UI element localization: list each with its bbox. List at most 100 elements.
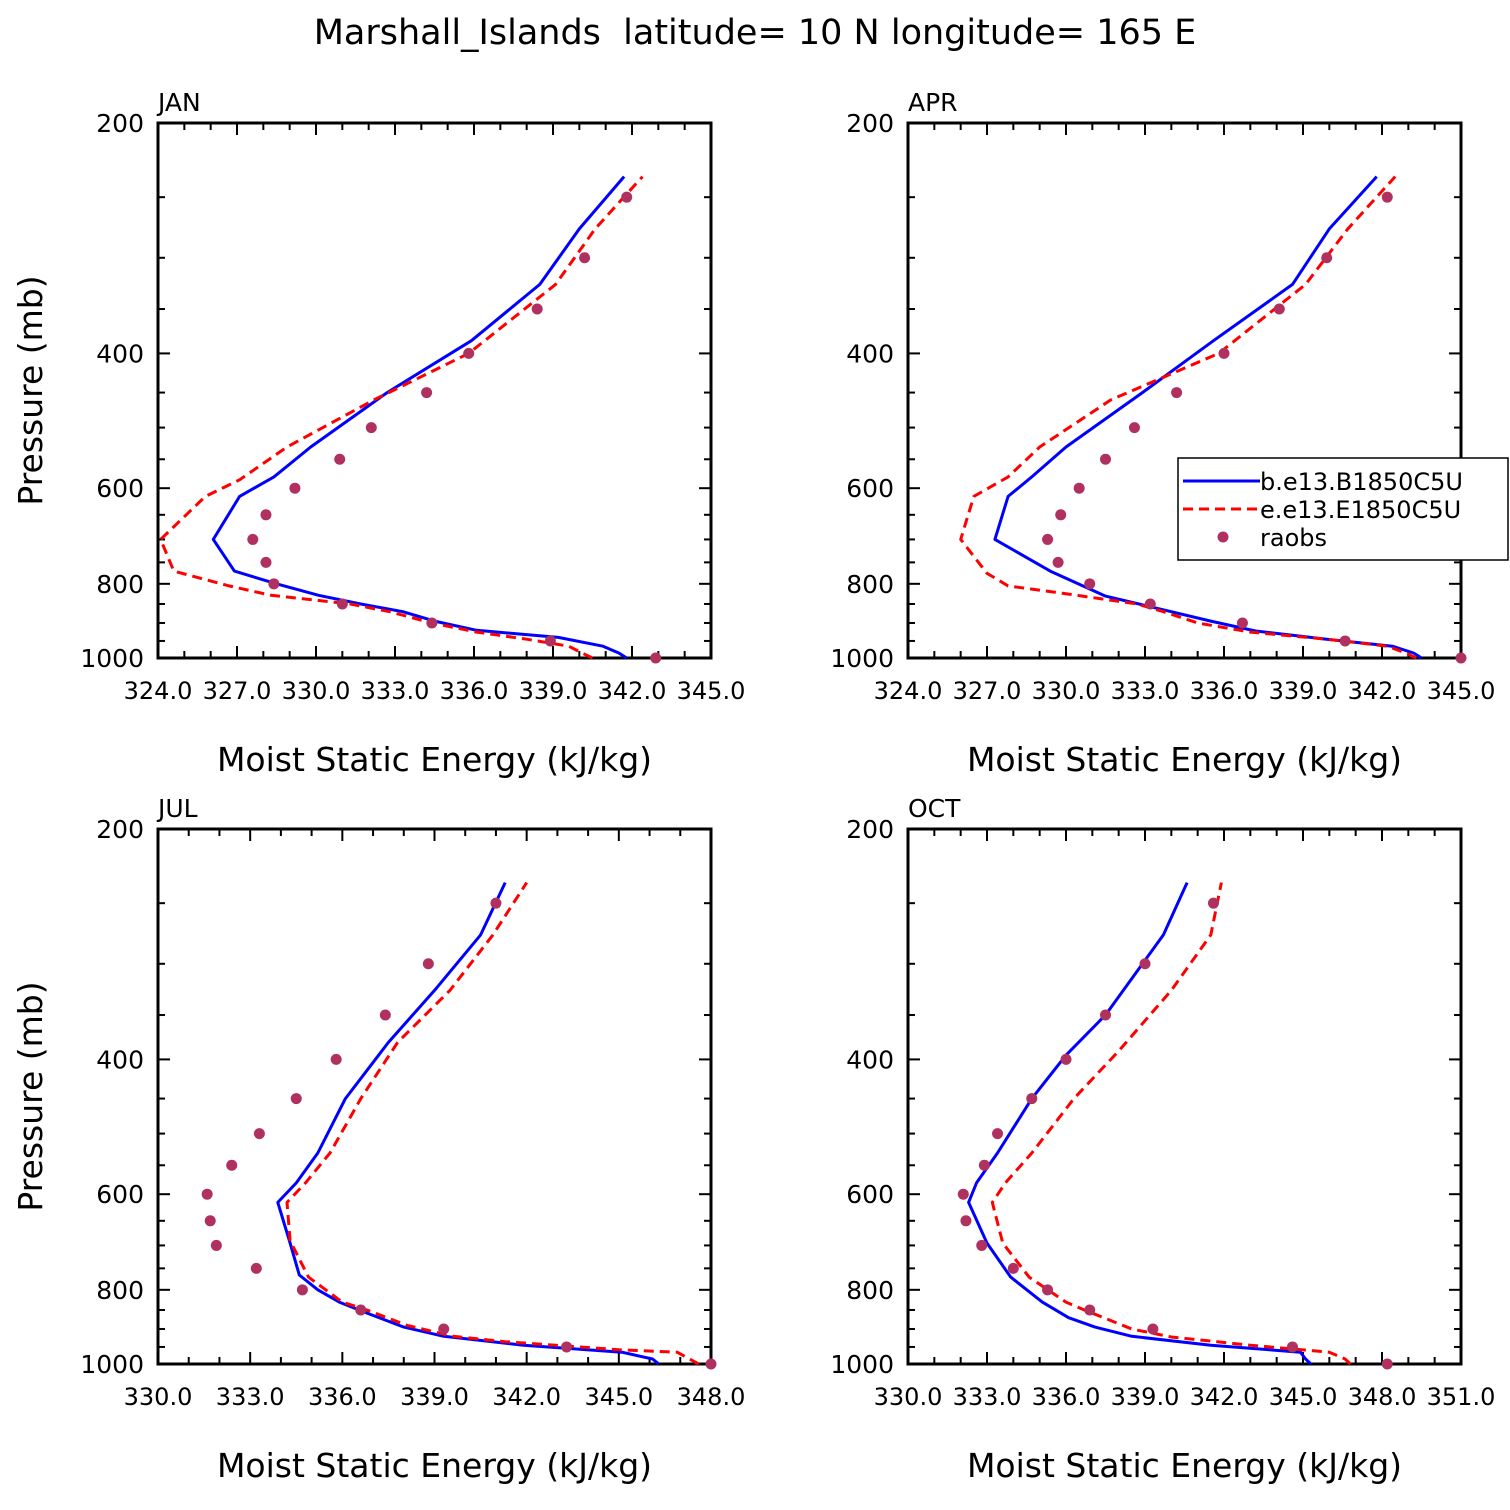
y-tick-label: 1000 — [830, 1350, 894, 1379]
raobs-point — [1339, 635, 1351, 647]
raobs-point — [1084, 1304, 1096, 1316]
model-b-line — [276, 881, 660, 1365]
x-tick-label: 333.0 — [216, 1383, 285, 1411]
x-tick-label: 336.0 — [1190, 677, 1259, 705]
raobs-point — [1060, 1053, 1072, 1065]
y-tick-label: 600 — [846, 474, 894, 503]
y-tick-label: 1000 — [80, 644, 144, 673]
raobs-point — [260, 556, 272, 568]
y-axis-title: Pressure (mb) — [11, 981, 50, 1211]
raobs-point — [1381, 1358, 1393, 1370]
y-tick-label: 400 — [846, 339, 894, 368]
x-tick-label: 339.0 — [1269, 677, 1338, 705]
panel-jul: JUL 200 400 600 800 1000 330.0 333.0 336.0 339.0 3… — [11, 794, 745, 1485]
x-tick-label: 345.0 — [584, 1383, 653, 1411]
raobs-point — [365, 422, 377, 434]
x-tick-label: 345.0 — [677, 677, 746, 705]
y-tick-label: 400 — [96, 1045, 144, 1074]
raobs-point — [253, 1128, 265, 1140]
raobs-point — [1052, 556, 1064, 568]
legend-label: b.e13.B1850C5U — [1260, 468, 1463, 496]
raobs-point — [1286, 1341, 1298, 1353]
x-tick-label: 324.0 — [874, 677, 943, 705]
panel-label: APR — [908, 88, 958, 117]
x-tick-label: 342.0 — [492, 1383, 561, 1411]
y-tick-label: 600 — [846, 1180, 894, 1209]
raobs-point — [1100, 453, 1111, 465]
x-tick-label: 333.0 — [953, 1383, 1022, 1411]
raobs-point — [1128, 422, 1140, 434]
panel-jan: JAN 200 400 600 800 1000 324.0 327.0 330.0 333.0 3… — [11, 88, 745, 779]
y-tick-label: 800 — [846, 1276, 894, 1305]
raobs-point — [1042, 533, 1054, 545]
y-tick-label: 800 — [96, 570, 144, 599]
x-axis-title: Moist Static Energy (kJ/kg) — [217, 1446, 652, 1485]
raobs-point — [1144, 598, 1156, 610]
model-e-line — [959, 175, 1417, 659]
x-tick-label: 336.0 — [440, 677, 509, 705]
x-tick-label: 324.0 — [124, 677, 193, 705]
raobs-point — [1171, 387, 1183, 399]
x-tick-label: 336.0 — [308, 1383, 377, 1411]
x-tick-label: 345.0 — [1427, 677, 1496, 705]
raobs-point — [289, 482, 301, 494]
raobs-point — [490, 897, 502, 909]
plot-frame — [906, 121, 1463, 660]
x-tick-label: 342.0 — [1190, 1383, 1259, 1411]
panel-label: JAN — [156, 88, 201, 117]
y-tick-label: 400 — [96, 339, 144, 368]
raobs-point — [438, 1323, 450, 1335]
plot-frame — [906, 827, 1463, 1366]
x-tick-label: 348.0 — [677, 1383, 746, 1411]
raobs-point — [957, 1188, 969, 1200]
raobs-point — [1207, 897, 1219, 909]
raobs-point — [1455, 652, 1467, 664]
legend-label: e.e13.E1850C5U — [1260, 496, 1461, 524]
model-b-line — [993, 175, 1423, 659]
raobs-point — [260, 509, 272, 521]
y-tick-label: 200 — [96, 815, 144, 844]
raobs-point — [334, 453, 346, 465]
raobs-point — [579, 252, 591, 264]
x-axis-title: Moist Static Energy (kJ/kg) — [967, 1446, 1402, 1485]
y-tick-label: 200 — [846, 815, 894, 844]
series-group — [967, 881, 1352, 1365]
raobs-point — [336, 598, 348, 610]
x-tick-label: 339.0 — [519, 677, 588, 705]
plot-frame — [156, 121, 713, 660]
series-group — [959, 175, 1423, 659]
raobs-point — [1073, 482, 1085, 494]
model-e-line — [285, 881, 700, 1365]
x-tick-label: 339.0 — [1111, 1383, 1180, 1411]
raobs-point — [561, 1341, 573, 1353]
raobs-point — [268, 578, 280, 590]
y-tick-label: 1000 — [830, 644, 894, 673]
y-tick-label: 200 — [96, 109, 144, 138]
raobs-point — [1218, 347, 1230, 359]
raobs-point — [379, 1009, 391, 1021]
raobs-point — [247, 533, 259, 545]
raobs-point — [705, 1358, 717, 1370]
y-tick-label: 200 — [846, 109, 894, 138]
x-tick-label: 351.0 — [1427, 1383, 1496, 1411]
raobs-point — [330, 1053, 342, 1065]
raobs-point — [355, 1304, 367, 1316]
x-tick-label: 330.0 — [1032, 677, 1101, 705]
model-b-line — [967, 881, 1312, 1365]
model-b-line — [211, 175, 628, 659]
y-tick-label: 800 — [96, 1276, 144, 1305]
x-axis-title: Moist Static Energy (kJ/kg) — [217, 740, 652, 779]
raobs-point — [621, 191, 633, 203]
x-tick-label: 330.0 — [282, 677, 351, 705]
legend-swatch-raobs — [1217, 531, 1229, 543]
x-tick-label: 330.0 — [874, 1383, 943, 1411]
raobs-point — [1100, 1009, 1111, 1021]
raobs-point — [1026, 1093, 1038, 1105]
x-axis-title: Moist Static Energy (kJ/kg) — [967, 740, 1402, 779]
raobs-point — [210, 1239, 222, 1251]
raobs-point — [978, 1159, 990, 1171]
raobs-point — [992, 1128, 1004, 1140]
raobs-point — [1055, 509, 1067, 521]
raobs-point — [463, 347, 475, 359]
x-tick-label: 348.0 — [1348, 1383, 1417, 1411]
